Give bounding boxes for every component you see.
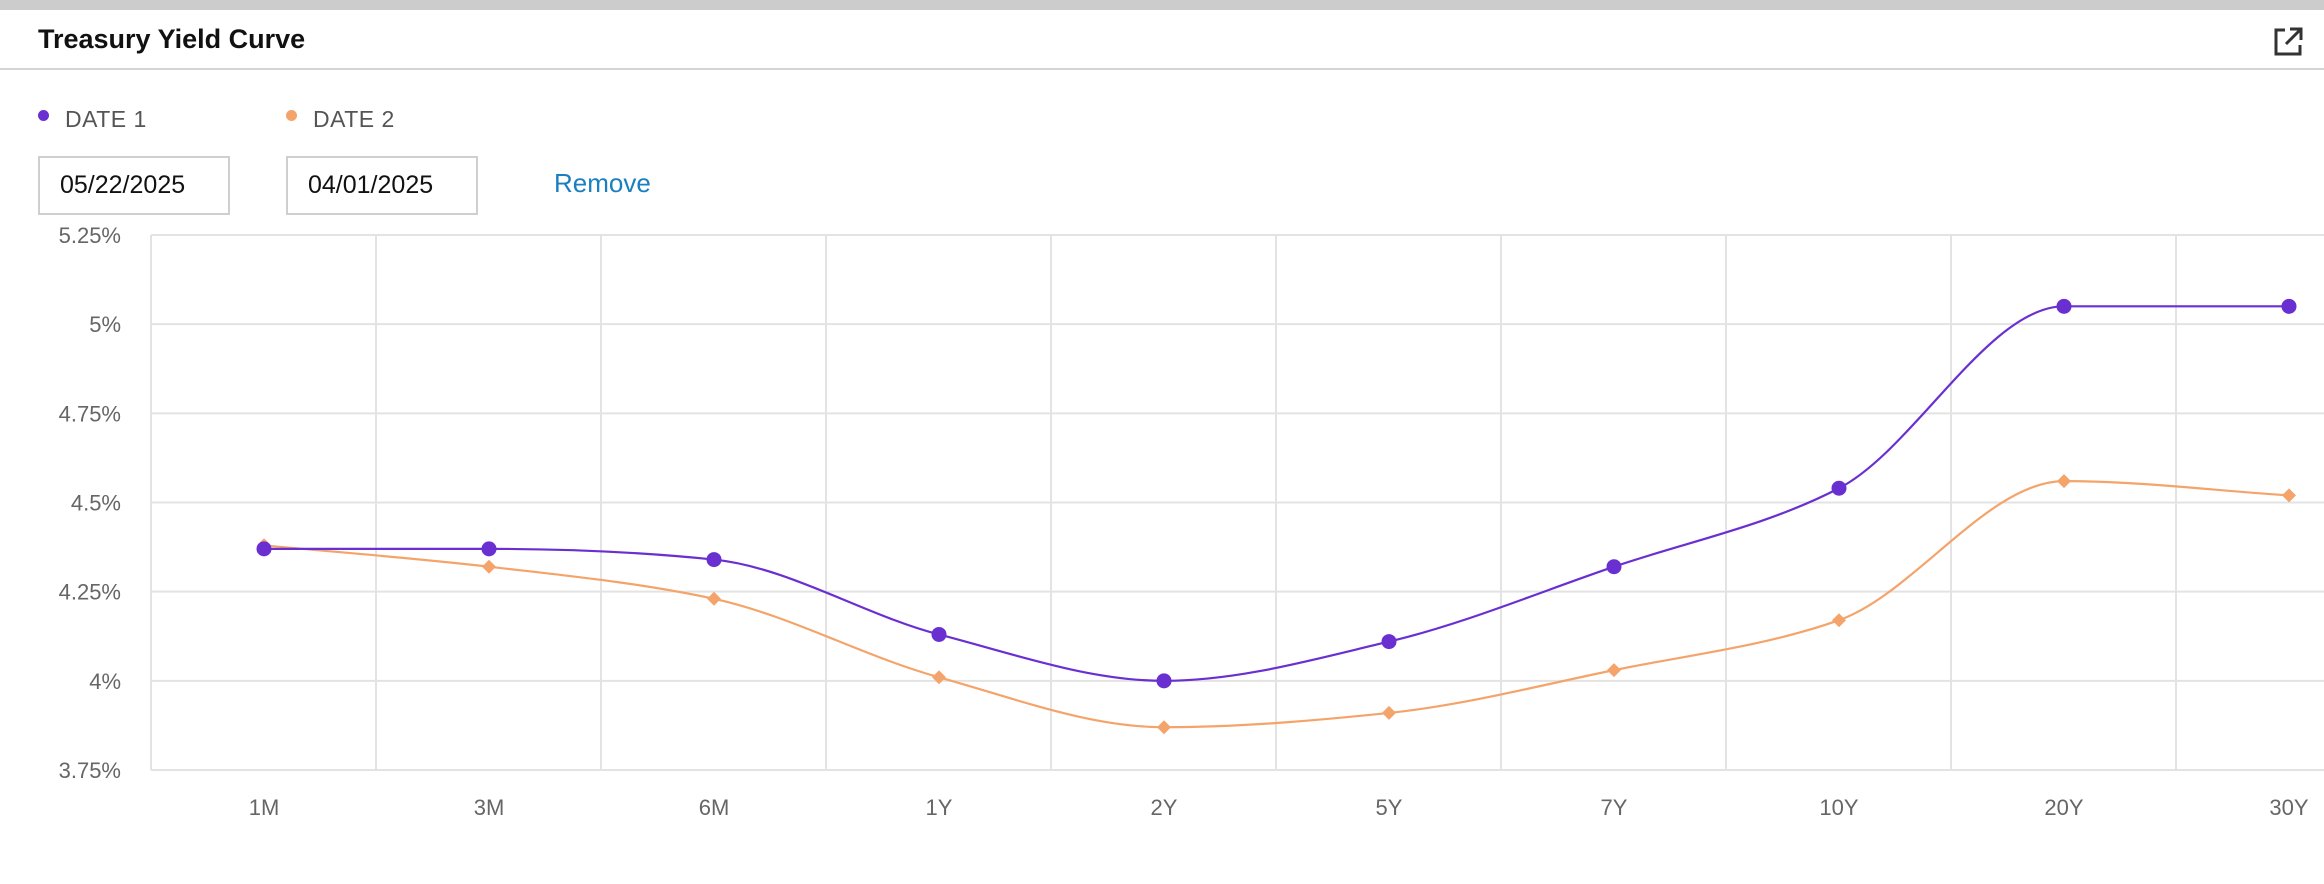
external-link-icon-svg bbox=[2274, 27, 2303, 56]
data-point-date1 bbox=[1831, 480, 1847, 496]
legend-label-date1: DATE 1 bbox=[65, 105, 147, 132]
data-point-date1 bbox=[481, 541, 497, 557]
legend-date1: DATE 1 bbox=[38, 104, 147, 134]
card-header: Treasury Yield Curve bbox=[0, 10, 2324, 70]
data-point-date2 bbox=[1607, 663, 1621, 678]
data-point-date2 bbox=[2057, 474, 2071, 489]
data-point-date1 bbox=[256, 541, 272, 557]
series-line-1 bbox=[264, 305, 2289, 682]
data-point-date2 bbox=[932, 670, 946, 685]
y-tick-label: 4.25% bbox=[59, 580, 121, 605]
top-strip bbox=[0, 0, 2324, 10]
legend-dot-date1 bbox=[38, 109, 49, 121]
data-point-date1 bbox=[2056, 298, 2072, 314]
data-point-date2 bbox=[1157, 720, 1171, 735]
data-point-date1 bbox=[1606, 559, 1622, 575]
data-point-date1 bbox=[931, 626, 947, 642]
x-tick-label: 3M bbox=[474, 795, 505, 820]
remove-link[interactable]: Remove bbox=[554, 168, 651, 198]
series-line-2 bbox=[263, 479, 2290, 729]
yield-curve-chart: 3.75% 4% 4.25% 4.5% 4.75% 5% 5.25% 1M 3M 6M 1Y 2Y 5Y… bbox=[59, 225, 2324, 820]
data-point-date1 bbox=[1156, 673, 1172, 689]
date2-input[interactable] bbox=[286, 156, 478, 215]
x-tick-label: 5Y bbox=[1376, 795, 1403, 820]
x-tick-label: 7Y bbox=[1601, 795, 1628, 820]
y-tick-label: 3.75% bbox=[59, 758, 121, 783]
legend-label-date2: DATE 2 bbox=[313, 105, 395, 132]
y-tick-label: 5.25% bbox=[59, 225, 121, 248]
x-tick-label: 2Y bbox=[1151, 795, 1178, 820]
y-tick-label: 4% bbox=[89, 669, 121, 694]
x-tick-label: 6M bbox=[699, 795, 730, 820]
x-tick-label: 10Y bbox=[1819, 795, 1858, 820]
x-tick-label: 30Y bbox=[2269, 795, 2308, 820]
x-tick-label: 1M bbox=[249, 795, 280, 820]
x-tick-label: 20Y bbox=[2044, 795, 2083, 820]
external-link-icon[interactable] bbox=[2270, 24, 2306, 60]
y-tick-label: 5% bbox=[89, 312, 121, 337]
data-point-date2 bbox=[2282, 488, 2296, 503]
legend-date2: DATE 2 bbox=[286, 104, 395, 134]
data-point-date1 bbox=[706, 552, 722, 568]
y-tick-label: 4.5% bbox=[71, 491, 121, 516]
data-point-date2 bbox=[1382, 705, 1396, 720]
date1-input[interactable] bbox=[38, 156, 230, 215]
data-point-date2 bbox=[707, 591, 721, 606]
data-point-date2 bbox=[1832, 613, 1846, 628]
data-point-date1 bbox=[2281, 298, 2297, 314]
x-tick-label: 1Y bbox=[926, 795, 953, 820]
legend-dot-date2 bbox=[286, 109, 297, 121]
data-point-date2 bbox=[482, 559, 496, 574]
page-title: Treasury Yield Curve bbox=[38, 24, 306, 54]
data-point-date1 bbox=[1381, 634, 1397, 650]
y-tick-label: 4.75% bbox=[59, 401, 121, 426]
